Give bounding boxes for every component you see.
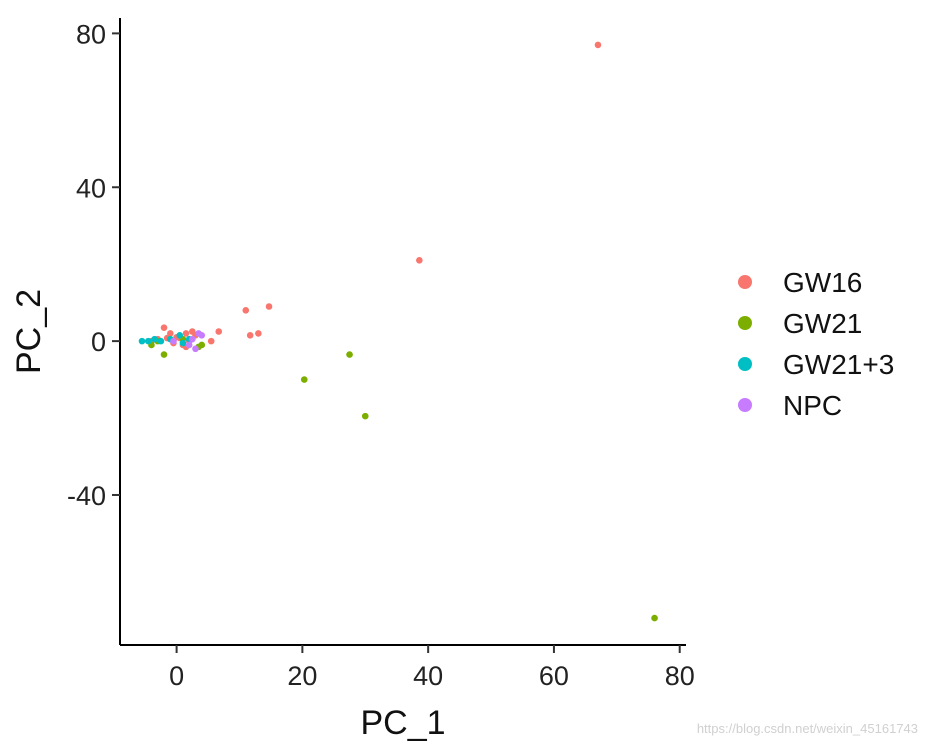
data-point-gw16 xyxy=(265,303,273,310)
y-tick-label: -40 xyxy=(67,481,106,511)
legend-label: GW21+3 xyxy=(783,349,894,380)
data-point-gw21-3 xyxy=(145,337,152,345)
legend-swatch xyxy=(738,398,752,412)
data-point-gw16 xyxy=(167,330,174,337)
data-point-gw16 xyxy=(207,337,215,345)
data-point-gw16 xyxy=(246,332,254,339)
data-point-gw21-3 xyxy=(157,337,165,345)
data-point-gw16 xyxy=(215,328,223,335)
data-point-gw16 xyxy=(594,41,602,49)
data-point-gw21 xyxy=(651,614,658,622)
data-point-gw21 xyxy=(346,351,353,358)
legend: GW16 GW21 GW21+3 NPC xyxy=(738,267,894,421)
data-point-gw16 xyxy=(255,330,262,337)
y-tick-label: 80 xyxy=(76,19,106,49)
x-tick-label: 40 xyxy=(413,661,443,691)
legend-label: GW16 xyxy=(783,267,862,298)
data-point-npc xyxy=(195,330,202,337)
legend-label: NPC xyxy=(783,390,842,421)
legend-swatch xyxy=(738,316,752,330)
data-point-gw16 xyxy=(242,307,250,314)
y-axis-title: PC_2 xyxy=(10,289,48,374)
data-point-gw16 xyxy=(160,324,168,331)
x-tick-label: 80 xyxy=(665,661,695,691)
data-point-gw21-3 xyxy=(179,339,187,347)
x-tick-label: 60 xyxy=(539,661,569,691)
x-axis-title: PC_1 xyxy=(360,704,445,742)
data-point-npc xyxy=(170,337,177,345)
legend-label: GW21 xyxy=(783,308,862,339)
x-tick-label: 20 xyxy=(287,661,317,691)
data-point-gw21-3 xyxy=(176,332,184,339)
watermark: https://blog.csdn.net/weixin_45161743 xyxy=(696,721,918,736)
axes: 0 20 40 60 80 80 40 0 -40 xyxy=(67,18,695,691)
data-point-gw16 xyxy=(182,330,190,337)
data-point-npc xyxy=(185,341,193,349)
legend-swatch xyxy=(738,275,752,289)
data-point-npc xyxy=(192,345,199,353)
y-tick-label: 0 xyxy=(91,327,106,357)
x-tick-label: 0 xyxy=(169,661,184,691)
data-point-gw21 xyxy=(160,351,168,358)
data-point-gw21 xyxy=(300,376,308,383)
data-point-gw21-3 xyxy=(138,337,146,345)
data-point-gw21-3 xyxy=(151,335,158,343)
data-points xyxy=(138,41,658,622)
data-point-gw21 xyxy=(361,412,369,420)
y-tick-label: 40 xyxy=(76,173,106,203)
legend-swatch xyxy=(738,357,752,371)
data-point-gw16 xyxy=(416,257,423,264)
data-point-npc xyxy=(189,335,196,343)
